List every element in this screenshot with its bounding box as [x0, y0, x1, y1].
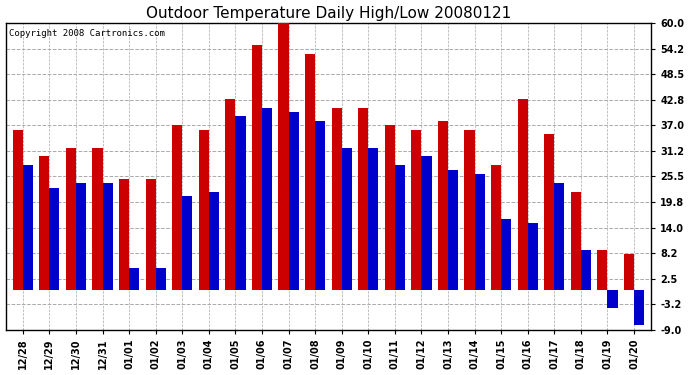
Bar	[528, 223, 538, 290]
Bar	[438, 121, 448, 290]
Bar	[554, 183, 564, 290]
Bar	[146, 178, 156, 290]
Bar	[288, 112, 299, 290]
Bar	[358, 108, 368, 290]
Bar	[368, 147, 378, 290]
Bar	[103, 183, 112, 290]
Bar	[119, 178, 129, 290]
Bar	[182, 196, 193, 290]
Bar	[464, 130, 475, 290]
Bar	[315, 121, 325, 290]
Bar	[624, 254, 634, 290]
Bar	[12, 130, 23, 290]
Bar	[475, 174, 484, 290]
Bar	[209, 192, 219, 290]
Bar	[23, 165, 33, 290]
Bar	[50, 188, 59, 290]
Title: Outdoor Temperature Daily High/Low 20080121: Outdoor Temperature Daily High/Low 20080…	[146, 6, 511, 21]
Bar	[235, 117, 246, 290]
Bar	[395, 165, 405, 290]
Bar	[491, 165, 501, 290]
Bar	[411, 130, 422, 290]
Bar	[634, 290, 644, 326]
Bar	[607, 290, 618, 308]
Bar	[544, 134, 554, 290]
Bar	[571, 192, 581, 290]
Bar	[39, 156, 50, 290]
Bar	[156, 268, 166, 290]
Bar	[448, 170, 458, 290]
Bar	[199, 130, 209, 290]
Bar	[76, 183, 86, 290]
Bar	[66, 147, 76, 290]
Bar	[226, 99, 235, 290]
Bar	[581, 250, 591, 290]
Bar	[172, 125, 182, 290]
Bar	[129, 268, 139, 290]
Bar	[422, 156, 431, 290]
Bar	[305, 54, 315, 290]
Bar	[385, 125, 395, 290]
Bar	[262, 108, 272, 290]
Bar	[279, 14, 288, 290]
Bar	[252, 45, 262, 290]
Bar	[518, 99, 528, 290]
Bar	[501, 219, 511, 290]
Bar	[598, 250, 607, 290]
Text: Copyright 2008 Cartronics.com: Copyright 2008 Cartronics.com	[9, 29, 165, 38]
Bar	[332, 108, 342, 290]
Bar	[342, 147, 352, 290]
Bar	[92, 147, 103, 290]
